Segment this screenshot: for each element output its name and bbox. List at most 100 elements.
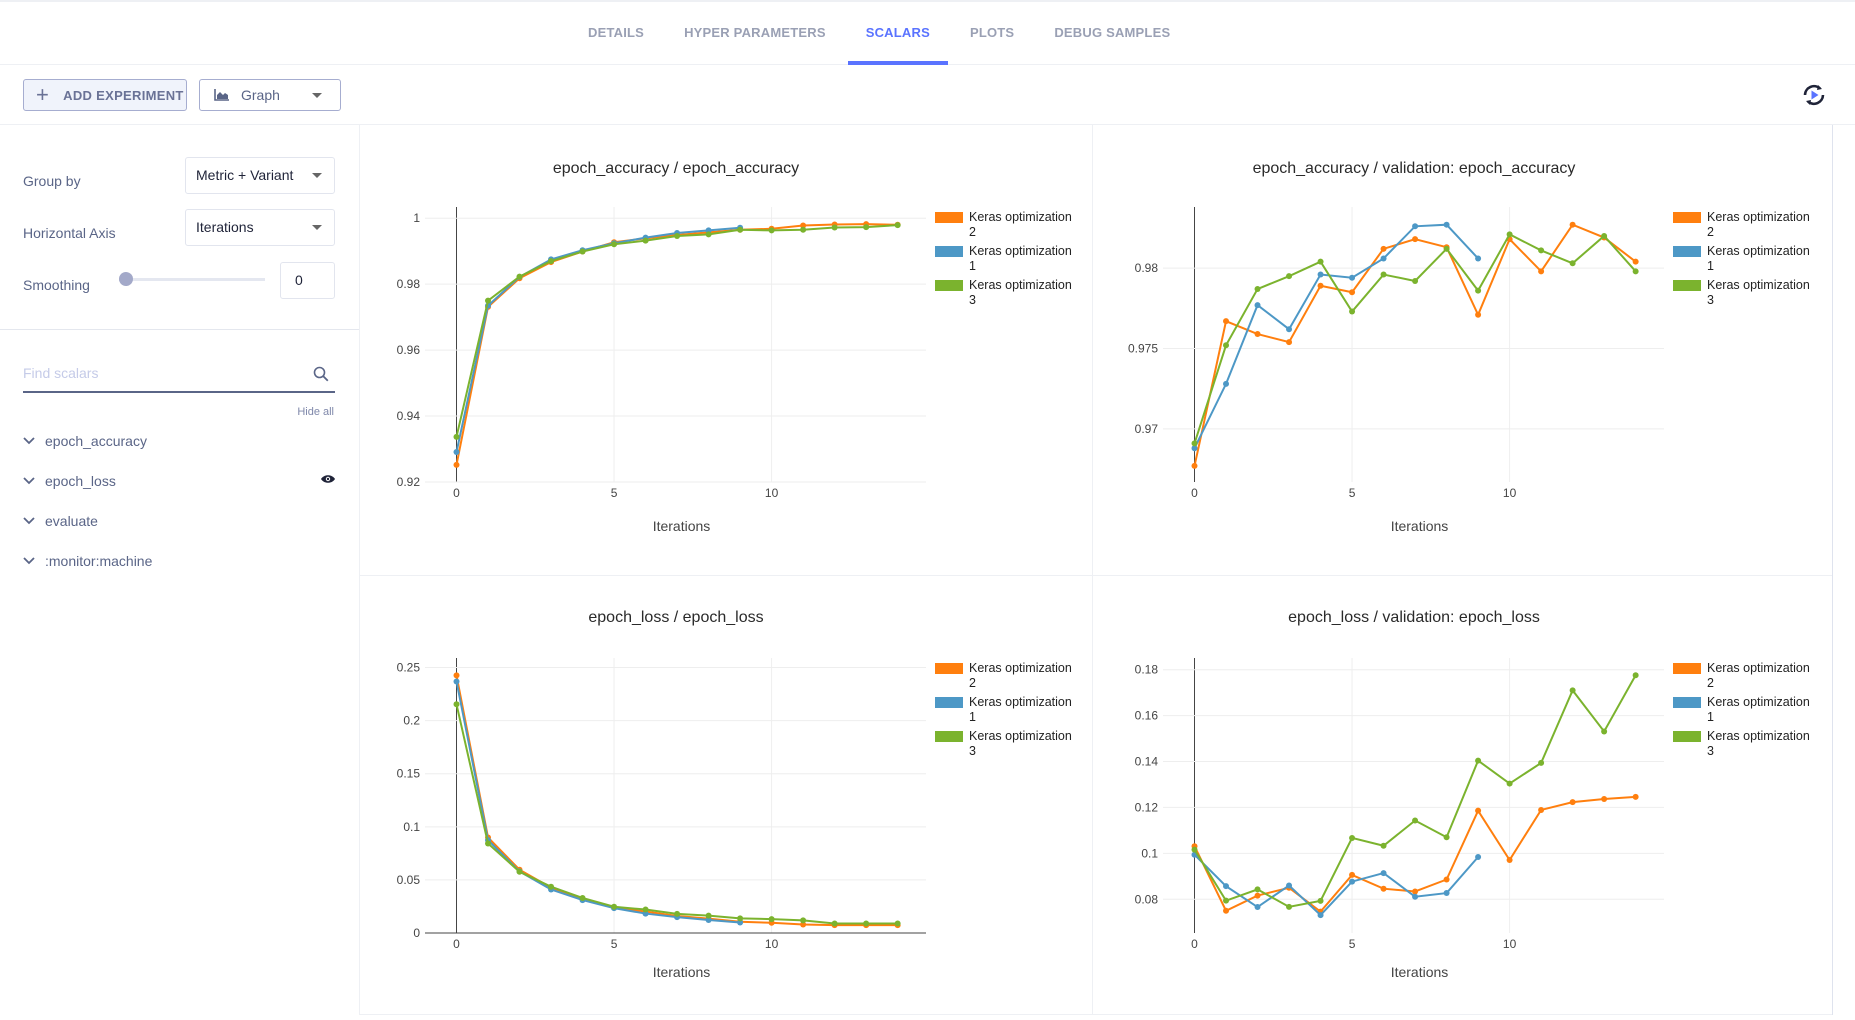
data-point[interactable] [1349,871,1356,878]
data-point[interactable] [1317,897,1324,904]
data-point[interactable] [1569,687,1576,694]
data-point[interactable] [1443,890,1450,897]
eye-icon[interactable] [321,474,335,484]
chart-panel[interactable]: epoch_loss / validation: epoch_loss 0 5 10 0… [1093,576,1833,1015]
data-point[interactable] [1412,277,1419,284]
data-point[interactable] [485,297,492,304]
tab-hyper-parameters[interactable]: HYPER PARAMETERS [684,25,826,40]
data-point[interactable] [453,461,460,468]
data-point[interactable] [1254,331,1261,338]
data-point[interactable] [1191,462,1198,469]
data-point[interactable] [1632,258,1639,265]
find-scalars-input[interactable] [23,358,293,388]
data-point[interactable] [1601,795,1608,802]
data-point[interactable] [1538,806,1545,813]
data-point[interactable] [1412,888,1419,895]
line-chart[interactable]: epoch_loss / epoch_loss 0 5 10 0 0.05 0.1 0.15 0… [360,576,1093,1015]
data-point[interactable] [800,917,807,924]
data-point[interactable] [1506,780,1513,787]
data-point[interactable] [1412,236,1419,243]
data-point[interactable] [1412,223,1419,230]
series-line-2[interactable] [455,226,741,453]
data-point[interactable] [579,894,586,901]
add-experiment-button[interactable]: + ADD EXPERIMENT [23,79,187,111]
data-point[interactable] [1380,885,1387,892]
legend-swatch[interactable] [935,212,963,223]
chevron-down-icon[interactable] [23,436,45,446]
data-point[interactable] [1286,326,1293,333]
data-point[interactable] [1191,445,1198,452]
line-chart[interactable]: epoch_accuracy / validation: epoch_accur… [1093,125,1833,576]
metric-item-monitor-machine[interactable]: :monitor:machine [23,547,335,575]
legend-swatch[interactable] [935,697,963,708]
legend-entry[interactable]: Keras optimization 1 [1707,695,1810,724]
legend-entry[interactable]: Keras optimization 2 [1707,210,1810,239]
data-point[interactable] [1506,231,1513,238]
data-point[interactable] [800,921,807,928]
data-point[interactable] [1223,907,1230,914]
data-point[interactable] [453,672,460,679]
data-point[interactable] [1443,876,1450,883]
data-point[interactable] [674,233,681,240]
tab-scalars[interactable]: SCALARS [847,2,949,65]
smoothing-slider-handle[interactable] [119,272,133,286]
data-point[interactable] [548,258,555,265]
auto-refresh-icon[interactable] [1801,82,1827,108]
data-point[interactable] [1317,271,1324,278]
data-point[interactable] [453,448,460,455]
data-point[interactable] [1317,282,1324,289]
chevron-down-icon[interactable] [23,476,45,486]
horizontal-axis-select[interactable]: Iterations [185,209,335,246]
metric-item-epoch-accuracy[interactable]: epoch_accuracy [23,427,335,455]
data-point[interactable] [611,903,618,910]
data-point[interactable] [548,883,555,890]
tab-debug-samples[interactable]: DEBUG SAMPLES [1054,25,1171,40]
series-line-3[interactable] [455,224,898,438]
data-point[interactable] [1380,245,1387,252]
legend-entry[interactable]: Keras optimization 2 [1707,661,1810,690]
line-chart[interactable]: epoch_loss / validation: epoch_loss 0 5 10 0… [1093,576,1833,1015]
data-point[interactable] [1223,380,1230,387]
data-point[interactable] [705,231,712,238]
data-point[interactable] [453,678,460,685]
legend-entry[interactable]: Keras optimization 2 [969,210,1072,239]
legend-entry[interactable]: Keras optimization 3 [1707,278,1810,307]
series-line-2[interactable] [1193,223,1479,449]
legend-swatch[interactable] [935,280,963,291]
data-point[interactable] [1538,759,1545,766]
view-select[interactable]: Graph [199,79,341,111]
data-point[interactable] [1475,757,1482,764]
data-point[interactable] [1317,258,1324,265]
data-point[interactable] [1601,232,1608,239]
data-point[interactable] [1254,286,1261,293]
smoothing-input[interactable]: 0 [280,262,335,299]
data-point[interactable] [1632,793,1639,800]
data-point[interactable] [1380,870,1387,877]
data-point[interactable] [1286,339,1293,346]
data-point[interactable] [516,868,523,875]
smoothing-slider[interactable] [119,272,265,286]
legend-swatch[interactable] [1673,246,1701,257]
chart-panel[interactable]: epoch_accuracy / epoch_accuracy 0 5 10 0.92 0… [360,125,1093,576]
series-line-3[interactable] [1193,233,1637,444]
data-point[interactable] [894,222,901,229]
data-point[interactable] [1569,260,1576,267]
legend-entry[interactable]: Keras optimization 2 [969,661,1072,690]
legend-entry[interactable]: Keras optimization 1 [969,695,1072,724]
data-point[interactable] [674,910,681,917]
data-point[interactable] [642,237,649,244]
data-point[interactable] [831,920,838,927]
data-point[interactable] [705,912,712,919]
data-point[interactable] [1569,221,1576,228]
search-icon[interactable] [313,366,329,382]
chart-panel[interactable]: epoch_accuracy / validation: epoch_accur… [1093,125,1833,576]
data-point[interactable] [1223,883,1230,890]
legend-swatch[interactable] [1673,697,1701,708]
tab-plots[interactable]: PLOTS [969,25,1015,40]
data-point[interactable] [1475,287,1482,294]
legend-entry[interactable]: Keras optimization 1 [1707,244,1810,273]
data-point[interactable] [485,840,492,847]
data-point[interactable] [516,273,523,280]
legend-swatch[interactable] [935,246,963,257]
group-by-select[interactable]: Metric + Variant [185,157,335,194]
